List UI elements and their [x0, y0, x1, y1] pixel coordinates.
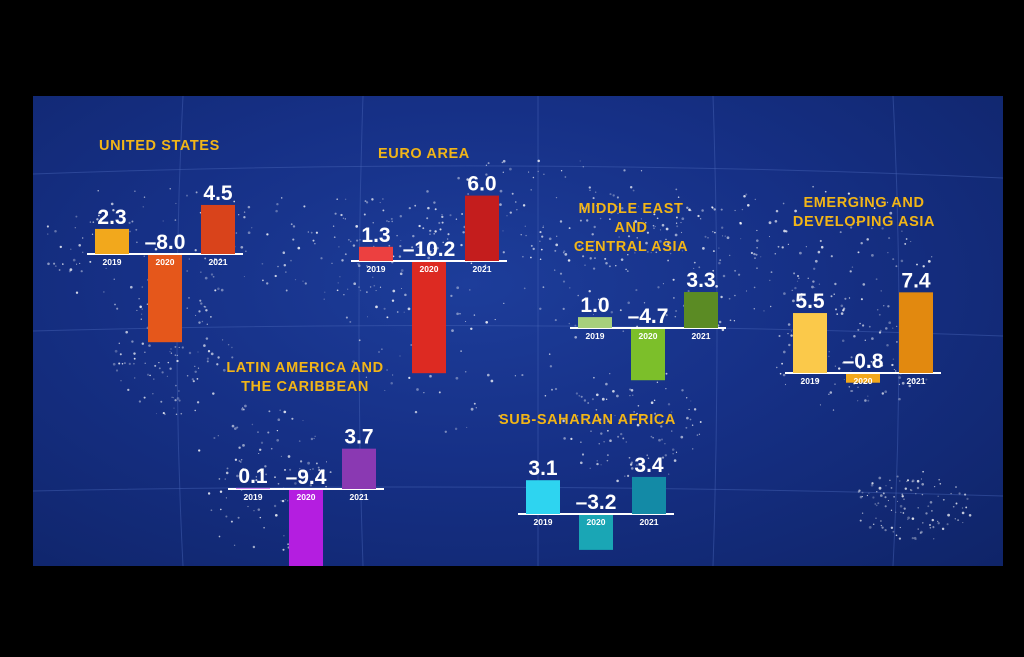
value-label-united-states-2020: –8.0: [145, 231, 186, 254]
value-label-latin-america-2020: –9.4: [286, 466, 327, 489]
bar-sub-saharan-africa-2021: [632, 476, 666, 514]
bar-euro-area-2020: [412, 262, 446, 374]
bar-latin-america-2020: [289, 490, 323, 566]
bar-euro-area-2021: [465, 195, 499, 261]
year-label-sub-saharan-africa-2021: 2021: [640, 517, 659, 527]
year-label-united-states-2021: 2021: [209, 257, 228, 267]
year-label-latin-america-2020: 2020: [297, 492, 316, 502]
title-middle-east-central-asia: MIDDLE EAST AND CENTRAL ASIA: [567, 200, 695, 257]
bar-sub-saharan-africa-2020: [579, 515, 613, 550]
chart-united-states: 2019 2.3 2020 –8.0 2021 4.5: [87, 182, 243, 343]
title-latin-america-caribbean: LATIN AMERICA AND THE CARIBBEAN: [209, 359, 401, 397]
bar-middle-east-2020: [631, 329, 665, 381]
value-label-euro-area-2020: –10.2: [403, 238, 456, 261]
bar-emerging-asia-2021: [899, 292, 933, 373]
bar-euro-area-2019: [359, 246, 393, 261]
year-label-euro-area-2020: 2020: [420, 264, 439, 274]
year-label-sub-saharan-africa-2019: 2019: [534, 517, 553, 527]
value-label-united-states-2021: 4.5: [203, 182, 233, 205]
bar-emerging-asia-2019: [793, 313, 827, 373]
value-label-emerging-asia-2020: –0.8: [843, 350, 884, 373]
bar-middle-east-2021: [684, 292, 718, 328]
title-euro-area: EURO AREA: [378, 146, 470, 162]
year-label-middle-east-2019: 2019: [586, 331, 605, 341]
value-label-middle-east-2021: 3.3: [686, 269, 715, 292]
year-label-united-states-2019: 2019: [103, 257, 122, 267]
title-emerging-asia-text: EMERGING AND DEVELOPING ASIA: [792, 195, 936, 230]
chart-euro-area: 2019 1.3 2020 –10.2 2021 6.0: [351, 173, 507, 374]
value-label-sub-saharan-africa-2021: 3.4: [634, 454, 664, 477]
value-label-united-states-2019: 2.3: [97, 206, 126, 229]
bar-united-states-2021: [201, 204, 235, 254]
year-label-emerging-asia-2020: 2020: [854, 376, 873, 386]
value-label-euro-area-2019: 1.3: [361, 224, 390, 247]
value-label-latin-america-2019: 0.1: [238, 465, 268, 488]
year-label-emerging-asia-2019: 2019: [801, 376, 820, 386]
value-label-emerging-asia-2019: 5.5: [795, 290, 825, 313]
bar-middle-east-2019: [578, 317, 612, 328]
year-label-emerging-asia-2021: 2021: [907, 376, 926, 386]
charts-canvas: 20192.32020–8.020214.520191.32020–10.220…: [87, 173, 941, 566]
year-label-latin-america-2019: 2019: [244, 492, 263, 502]
value-label-emerging-asia-2021: 7.4: [901, 269, 931, 292]
bar-emerging-asia-2020: [846, 374, 880, 383]
bar-sub-saharan-africa-2019: [526, 480, 560, 514]
title-emerging-developing-asia: EMERGING AND DEVELOPING ASIA: [781, 194, 947, 232]
value-label-sub-saharan-africa-2019: 3.1: [528, 457, 558, 480]
year-label-middle-east-2021: 2021: [692, 331, 711, 341]
year-label-sub-saharan-africa-2020: 2020: [587, 517, 606, 527]
value-label-latin-america-2021: 3.7: [344, 426, 373, 449]
chart-middle-east: 2019 1.0 2020 –4.7 2021 3.3: [570, 269, 726, 381]
chart-panel: 2019 2.3 2020 –8.0 2021 4.5 2019 1.3 2020 –10.2 20…: [33, 96, 1003, 566]
value-label-middle-east-2019: 1.0: [580, 294, 609, 317]
chart-sub-saharan-africa: 2019 3.1 2020 –3.2 2021 3.4: [518, 454, 674, 550]
year-label-middle-east-2020: 2020: [639, 331, 658, 341]
year-label-united-states-2020: 2020: [156, 257, 175, 267]
title-latin-america-text: LATIN AMERICA AND THE CARIBBEAN: [226, 360, 384, 395]
bar-latin-america-2021: [342, 448, 376, 489]
bar-united-states-2019: [95, 228, 129, 254]
chart-emerging-asia: 2019 5.5 2020 –0.8 2021 7.4: [785, 269, 941, 386]
year-label-euro-area-2021: 2021: [473, 264, 492, 274]
value-label-middle-east-2020: –4.7: [628, 305, 669, 328]
value-label-sub-saharan-africa-2020: –3.2: [576, 491, 617, 514]
bar-latin-america-2019: [236, 487, 270, 489]
year-label-euro-area-2019: 2019: [367, 264, 386, 274]
chart-latin-america: 2019 0.1 2020 –9.4 2021 3.7: [228, 426, 384, 566]
title-sub-saharan-africa: SUB-SAHARAN AFRICA: [499, 412, 677, 428]
title-united-states: UNITED STATES: [99, 138, 220, 154]
value-label-euro-area-2021: 6.0: [467, 173, 496, 196]
bar-united-states-2020: [148, 255, 182, 343]
year-label-latin-america-2021: 2021: [350, 492, 369, 502]
title-middle-east-text: MIDDLE EAST AND CENTRAL ASIA: [573, 201, 689, 255]
